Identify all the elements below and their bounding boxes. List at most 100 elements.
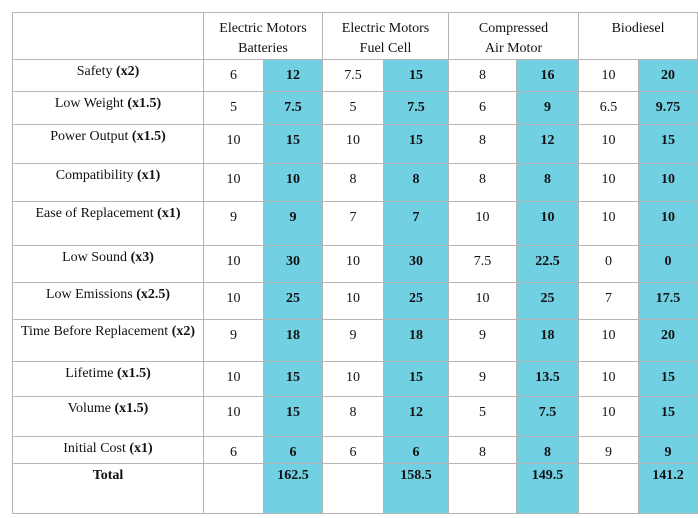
weighted-score: 12	[383, 396, 450, 437]
header-line: Air Motor	[484, 41, 543, 56]
weighted-score: 10	[638, 201, 698, 246]
criterion: Initial Cost	[63, 441, 126, 456]
raw-score: 10	[578, 59, 640, 92]
raw-score: 7	[578, 282, 640, 320]
weighted-score: 15	[638, 396, 698, 437]
raw-score: 9	[203, 319, 264, 362]
weight: (x1.5)	[114, 401, 149, 416]
header-cell: Compressed Air Motor	[448, 12, 580, 60]
raw-score: 8	[448, 124, 518, 164]
row-label: Ease of Replacement (x1)	[12, 201, 204, 246]
criterion: Compatibility	[55, 168, 134, 183]
weighted-score: 12	[262, 59, 324, 92]
header-line: Fuel Cell	[359, 41, 412, 56]
criterion: Lifetime	[65, 366, 114, 381]
weighted-score: 8	[383, 163, 450, 202]
weighted-score: 20	[638, 319, 698, 362]
raw-score: 8	[322, 163, 385, 202]
raw-score: 6	[203, 436, 264, 464]
total-score: 162.5	[262, 463, 324, 514]
raw-score: 5	[203, 91, 264, 125]
weight: (x1)	[157, 206, 181, 221]
raw-score: 9	[578, 436, 640, 464]
weight: (x1.5)	[131, 129, 166, 144]
row-label: Power Output (x1.5)	[12, 124, 204, 164]
weighted-score: 15	[383, 59, 450, 92]
raw-score: 8	[448, 59, 518, 92]
data-row: Power Output (x1.5) 10 15 10 15 8 12 10 15	[12, 124, 698, 164]
data-row: Time Before Replacement (x2) 9 18 9 18 9 18 10 2…	[12, 319, 698, 362]
criterion: Volume	[67, 401, 111, 416]
raw-score: 7.5	[322, 59, 385, 92]
weighted-score: 22.5	[516, 245, 580, 283]
raw-score: 8	[448, 436, 518, 464]
raw-score: 10	[203, 124, 264, 164]
weighted-score: 16	[516, 59, 580, 92]
data-row: Low Sound (x3) 10 30 10 30 7.5 22.5 0 0	[12, 245, 698, 283]
row-label: Safety (x2)	[12, 59, 204, 92]
weighted-score: 0	[638, 245, 698, 283]
total-row: Total 162.5 158.5 149.5 141.2	[12, 463, 698, 514]
weighted-score: 8	[516, 436, 580, 464]
weight: (x2)	[171, 324, 196, 339]
total-score: 149.5	[516, 463, 580, 514]
raw-score: 10	[578, 319, 640, 362]
raw-score: 10	[203, 282, 264, 320]
data-row: Initial Cost (x1) 6 6 6 6 8 8 9 9	[12, 436, 698, 464]
row-label: Low Weight (x1.5)	[12, 91, 204, 125]
weighted-score: 30	[262, 245, 324, 283]
raw-score: 5	[448, 396, 518, 437]
criterion: Low Weight	[54, 96, 124, 111]
weight: (x2.5)	[136, 287, 171, 302]
weight: (x3)	[130, 250, 154, 265]
row-label: Volume (x1.5)	[12, 396, 204, 437]
raw-score: 8	[448, 163, 518, 202]
raw-score: 10	[322, 282, 385, 320]
data-row: Ease of Replacement (x1) 9 9 7 7 10 10 10 10	[12, 201, 698, 246]
row-label: Low Sound (x3)	[12, 245, 204, 283]
criterion: Low Sound	[62, 250, 128, 265]
weighted-score: 15	[383, 124, 450, 164]
criterion: Power Output	[50, 129, 129, 144]
header-row: Electric Motors Batteries Electric Motors F…	[12, 12, 698, 60]
weight: (x1)	[129, 441, 153, 456]
raw-score: 10	[578, 124, 640, 164]
weighted-score: 10	[638, 163, 698, 202]
weighted-score: 15	[262, 361, 324, 397]
weight: (x1)	[136, 168, 161, 183]
row-label: Low Emissions (x2.5)	[12, 282, 204, 320]
weighted-score: 13.5	[516, 361, 580, 397]
weighted-score: 7.5	[383, 91, 450, 125]
raw-score: 10	[578, 163, 640, 202]
weighted-score: 7	[383, 201, 450, 246]
data-row: Low Emissions (x2.5) 10 25 10 25 10 25 7 17.5	[12, 282, 698, 320]
raw-score: 10	[203, 163, 264, 202]
criterion: Low Emissions	[45, 287, 133, 302]
weighted-score: 25	[516, 282, 580, 320]
raw-score: 10	[578, 396, 640, 437]
raw-score: 7.5	[448, 245, 518, 283]
weighted-score: 15	[262, 124, 324, 164]
weighted-score: 7.5	[262, 91, 324, 125]
raw-score: 9	[448, 319, 518, 362]
raw-score: 9	[203, 201, 264, 246]
raw-score: 6	[448, 91, 518, 125]
raw-score: 5	[322, 91, 385, 125]
criterion: Time Before Replacement	[20, 324, 169, 339]
raw-score: 10	[203, 245, 264, 283]
header-line: Compressed	[478, 21, 549, 36]
empty-cell	[203, 463, 264, 514]
weighted-score: 25	[262, 282, 324, 320]
row-label: Compatibility (x1)	[12, 163, 204, 202]
raw-score: 8	[322, 396, 385, 437]
weighted-score: 15	[262, 396, 324, 437]
raw-score: 0	[578, 245, 640, 283]
corner-cell	[12, 12, 204, 60]
raw-score: 10	[322, 245, 385, 283]
weighted-score: 15	[383, 361, 450, 397]
header-cell: Electric Motors Fuel Cell	[322, 12, 450, 60]
raw-score: 10	[578, 201, 640, 246]
raw-score: 10	[322, 124, 385, 164]
weighted-score: 10	[262, 163, 324, 202]
raw-score: 10	[448, 201, 518, 246]
